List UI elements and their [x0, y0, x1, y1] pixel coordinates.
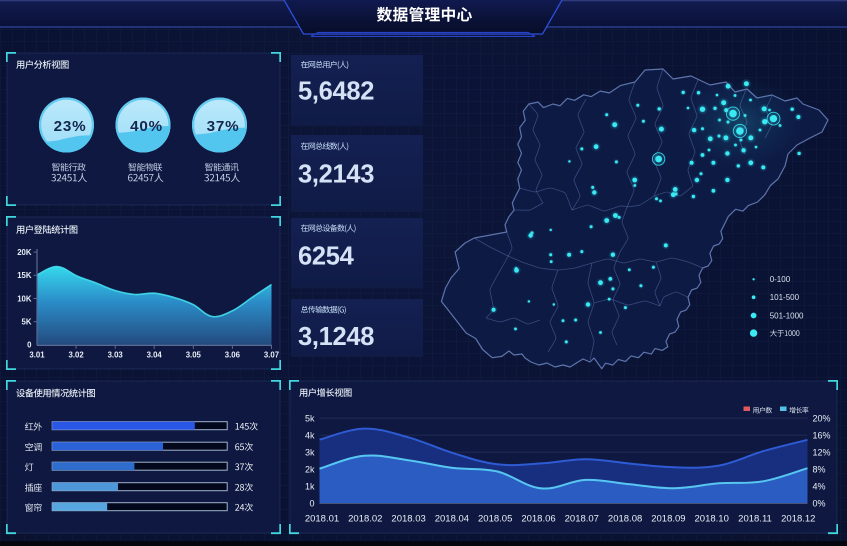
svg-text:23%: 23% [54, 118, 87, 135]
svg-text:2018.12: 2018.12 [781, 513, 815, 524]
svg-text:2018.09: 2018.09 [651, 513, 685, 524]
svg-text:4%: 4% [813, 481, 826, 491]
svg-text:2018.08: 2018.08 [608, 513, 642, 524]
svg-text:2018.10: 2018.10 [695, 513, 729, 524]
svg-text:0: 0 [27, 341, 32, 350]
svg-text:2018.05: 2018.05 [478, 513, 512, 524]
svg-text:20%: 20% [813, 413, 831, 423]
svg-text:3.01: 3.01 [29, 350, 45, 359]
svg-text:8%: 8% [813, 464, 826, 474]
svg-text:37%: 37% [207, 118, 240, 135]
svg-text:15K: 15K [17, 271, 32, 280]
svg-text:2018.01: 2018.01 [305, 513, 339, 524]
svg-text:101-500: 101-500 [770, 293, 800, 302]
svg-text:0-100: 0-100 [770, 275, 791, 284]
svg-text:3.06: 3.06 [225, 350, 241, 359]
svg-text:3.04: 3.04 [147, 350, 163, 359]
svg-text:3.03: 3.03 [108, 350, 124, 359]
svg-text:16%: 16% [813, 430, 831, 440]
svg-text:2018.04: 2018.04 [435, 513, 469, 524]
svg-text:501-1000: 501-1000 [770, 311, 804, 320]
svg-text:5,6482: 5,6482 [298, 77, 374, 105]
svg-text:1k: 1k [305, 481, 315, 491]
svg-text:2018.06: 2018.06 [521, 513, 555, 524]
svg-text:3.05: 3.05 [186, 350, 202, 359]
svg-text:10K: 10K [17, 294, 32, 303]
svg-text:5K: 5K [22, 318, 32, 327]
svg-text:5k: 5k [305, 413, 315, 423]
svg-text:3,2143: 3,2143 [298, 161, 374, 189]
svg-text:20K: 20K [17, 248, 32, 257]
svg-text:2018.11: 2018.11 [738, 513, 772, 524]
svg-text:3.07: 3.07 [264, 350, 279, 359]
svg-text:2k: 2k [305, 464, 315, 474]
svg-text:6254: 6254 [298, 243, 355, 271]
svg-text:40%: 40% [130, 118, 163, 135]
svg-text:2018.07: 2018.07 [565, 513, 599, 524]
svg-text:2018.03: 2018.03 [391, 513, 425, 524]
svg-text:3.02: 3.02 [69, 350, 85, 359]
svg-text:2018.02: 2018.02 [348, 513, 382, 524]
svg-text:4k: 4k [305, 430, 315, 440]
svg-text:12%: 12% [813, 447, 831, 457]
svg-text:0: 0 [309, 498, 314, 508]
svg-text:3k: 3k [305, 447, 315, 457]
svg-text:3,1248: 3,1248 [298, 323, 374, 351]
svg-text:0%: 0% [813, 498, 826, 508]
